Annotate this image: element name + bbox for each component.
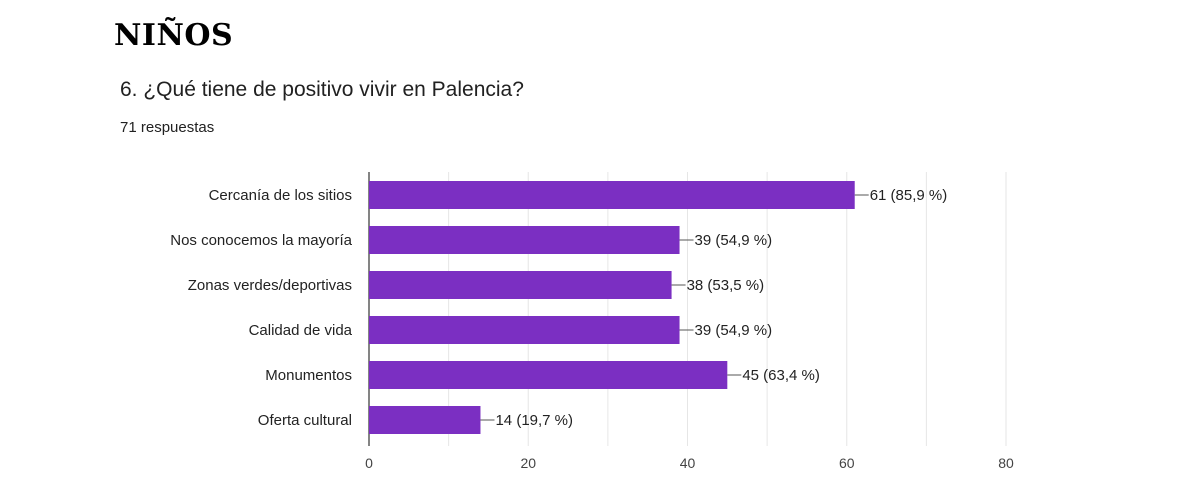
bars bbox=[369, 181, 855, 434]
data-label: 38 (53,5 %) bbox=[687, 277, 765, 294]
question-title: 6. ¿Qué tiene de positivo vivir en Palen… bbox=[120, 78, 524, 101]
bar bbox=[369, 361, 728, 389]
x-tick-label: 0 bbox=[365, 455, 373, 471]
page-heading: NIÑOS bbox=[114, 18, 234, 53]
category-label: Oferta cultural bbox=[258, 412, 352, 429]
x-tick-label: 20 bbox=[520, 455, 536, 471]
category-label: Zonas verdes/deportivas bbox=[188, 277, 352, 294]
category-label: Cercanía de los sitios bbox=[209, 187, 352, 204]
labels: 0 20 40 60 80 Cercanía de los sitios 61 (85,9 … bbox=[170, 187, 1014, 471]
x-tick-label: 60 bbox=[839, 455, 855, 471]
data-label: 39 (54,9 %) bbox=[695, 322, 773, 339]
bar bbox=[369, 181, 855, 209]
data-label: 39 (54,9 %) bbox=[695, 232, 773, 249]
response-count: 71 respuestas bbox=[120, 119, 215, 136]
category-label: Nos conocemos la mayoría bbox=[170, 232, 352, 249]
bar bbox=[369, 226, 680, 254]
data-label: 14 (19,7 %) bbox=[495, 412, 573, 429]
data-label: 45 (63,4 %) bbox=[742, 367, 820, 384]
category-label: Calidad de vida bbox=[249, 322, 353, 339]
bar bbox=[369, 406, 481, 434]
x-tick-label: 80 bbox=[998, 455, 1014, 471]
x-tick-label: 40 bbox=[680, 455, 696, 471]
bar bbox=[369, 316, 680, 344]
data-label: 61 (85,9 %) bbox=[870, 187, 948, 204]
category-label: Monumentos bbox=[265, 367, 352, 384]
bar bbox=[369, 271, 672, 299]
grid-lines bbox=[368, 172, 1007, 446]
